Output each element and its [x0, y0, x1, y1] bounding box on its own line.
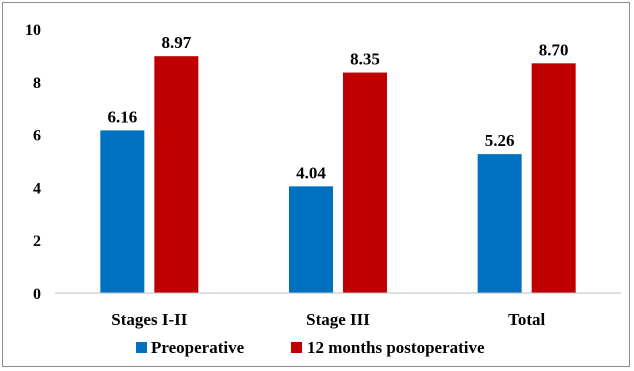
y-tick-label: 2 — [33, 233, 41, 250]
data-label: 8.35 — [350, 50, 380, 69]
legend-label: 12 months postoperative — [307, 338, 485, 357]
bar — [154, 56, 199, 293]
bar — [343, 72, 387, 293]
chart-frame: 0 2 4 6 8 10 6.16 8.97 4.04 8.35 5.26 8.70 Stages … — [2, 2, 630, 367]
y-tick-label: 10 — [25, 22, 41, 39]
category-label: Stage III — [306, 310, 370, 329]
data-label: 5.26 — [485, 131, 515, 150]
x-axis-categories: Stages I-II Stage III Total — [111, 310, 545, 329]
y-tick-label: 8 — [33, 75, 41, 92]
y-tick-label: 6 — [33, 128, 41, 145]
data-label: 4.04 — [296, 163, 326, 182]
bar — [289, 186, 333, 293]
category-label: Total — [508, 310, 545, 329]
legend: Preoperative 12 months postoperative — [136, 338, 485, 357]
legend-label: Preoperative — [151, 338, 245, 357]
bar-chart: 0 2 4 6 8 10 6.16 8.97 4.04 8.35 5.26 8.70 Stages … — [25, 22, 621, 357]
data-label: 6.16 — [107, 107, 137, 126]
data-labels: 6.16 8.97 4.04 8.35 5.26 8.70 — [107, 33, 568, 182]
legend-swatch — [136, 342, 147, 353]
category-label: Stages I-II — [111, 310, 187, 329]
y-axis-ticks: 0 2 4 6 8 10 — [25, 22, 41, 303]
legend-swatch — [291, 342, 302, 353]
bar — [531, 63, 576, 293]
data-label: 8.70 — [539, 40, 569, 59]
bar — [477, 154, 522, 293]
y-tick-label: 4 — [33, 180, 41, 197]
y-tick-label: 0 — [33, 286, 41, 303]
bars — [100, 56, 576, 293]
data-label: 8.97 — [161, 33, 191, 52]
bar — [100, 130, 145, 293]
